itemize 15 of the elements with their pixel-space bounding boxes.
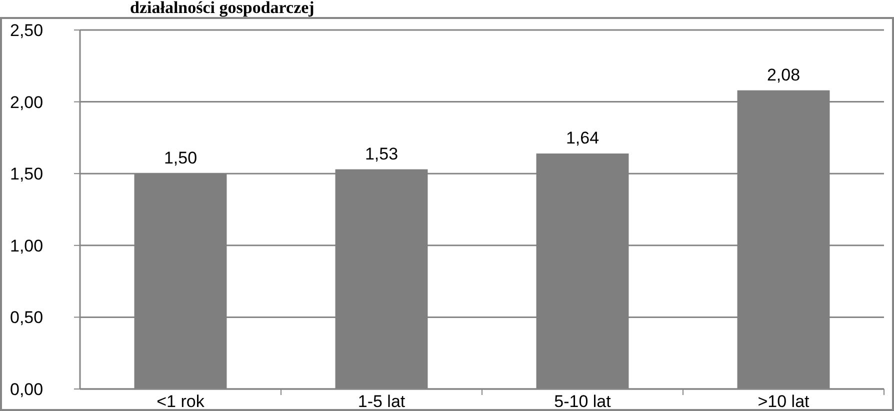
x-tick-label: 1-5 lat bbox=[358, 392, 406, 411]
x-tick-label: 5-10 lat bbox=[554, 392, 612, 411]
data-label: 2,08 bbox=[766, 65, 800, 84]
x-tick-label: <1 rok bbox=[156, 392, 205, 411]
data-label: 1,50 bbox=[164, 148, 198, 168]
y-tick-label: 2,50 bbox=[10, 21, 44, 40]
y-tick-label: 1,00 bbox=[10, 236, 44, 256]
y-tick-label: 0,50 bbox=[10, 308, 44, 328]
y-tick-label: 2,00 bbox=[10, 92, 44, 112]
data-label: 1,64 bbox=[566, 128, 600, 148]
y-tick-label: 0,00 bbox=[10, 380, 44, 399]
y-tick-label: 1,50 bbox=[10, 164, 44, 184]
x-tick-label: >10 lat bbox=[758, 392, 810, 411]
data-label: 1,53 bbox=[364, 144, 398, 164]
chart-title: działalności gospodarczej bbox=[130, 0, 314, 17]
